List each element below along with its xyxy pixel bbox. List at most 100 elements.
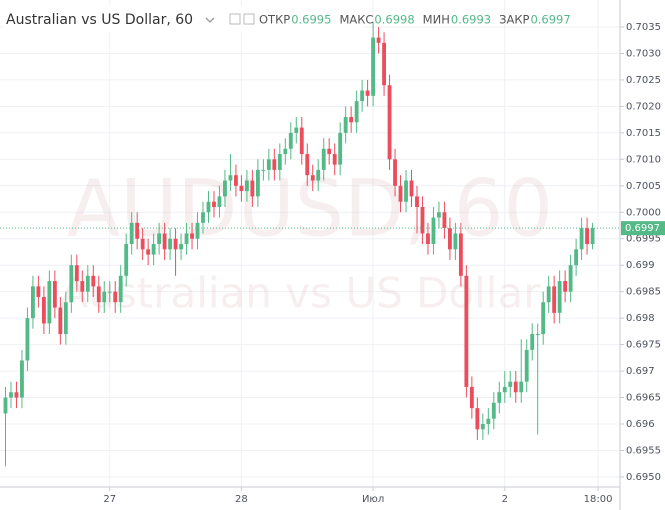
candle-body	[195, 222, 200, 239]
candle-body	[574, 249, 579, 266]
candle-body	[47, 281, 52, 324]
candle-body	[590, 228, 595, 245]
watermark-subtitle: Australian vs US Dollar	[60, 269, 542, 318]
candle-body	[464, 275, 469, 387]
candle-body	[201, 212, 205, 223]
candle-body	[168, 238, 173, 250]
candle-body	[332, 154, 337, 165]
candle-body	[453, 233, 458, 250]
candles	[0, 21, 620, 467]
y-tick-label: 0.7010	[626, 154, 661, 165]
ohlc-label: МАКС	[339, 13, 373, 27]
settings-icon[interactable]	[229, 13, 241, 25]
x-axis: 27 28 Июл 2 18:00	[103, 487, 612, 505]
price-label-bg	[621, 221, 665, 236]
candle-body	[146, 249, 151, 255]
y-tick-label: 0.7000	[626, 207, 661, 218]
price-label: 0.6997	[625, 223, 660, 234]
candle-body	[387, 85, 392, 160]
ohlc-value: 0.6997	[530, 13, 570, 27]
candle-body	[420, 206, 425, 234]
candle-body	[431, 217, 436, 245]
candle-body	[349, 116, 354, 123]
y-tick-label: 0.7015	[626, 128, 661, 139]
candle-body	[513, 381, 518, 393]
x-tick-label: 27	[103, 494, 116, 505]
candle-body	[179, 244, 183, 250]
x-tick-label: Июл	[362, 494, 384, 505]
candle-body	[255, 169, 260, 197]
hide-icon[interactable]	[243, 13, 255, 25]
candle-body	[305, 154, 310, 176]
candle-body	[393, 159, 397, 186]
candle-body	[272, 159, 277, 170]
y-tick-label: 0.6975	[626, 340, 661, 351]
candle-body	[535, 334, 540, 336]
ohlc-header: ОТКР 0.6995 МАКС 0.6998 МИН 0.6993 ЗАКР 0.6997	[259, 13, 571, 27]
candle-body	[85, 275, 90, 292]
candle-body	[491, 402, 496, 419]
candle-body	[217, 196, 222, 207]
y-tick-label: 0.7035	[626, 22, 661, 33]
candle-body	[354, 101, 359, 123]
candle-body	[74, 265, 79, 282]
candle-body	[244, 180, 249, 192]
candle-body	[212, 201, 216, 207]
y-tick-label: 0.697	[626, 366, 655, 377]
candle-body	[426, 233, 430, 245]
candle-body	[508, 381, 513, 387]
candle-body	[469, 386, 474, 409]
candle-body	[63, 302, 68, 335]
candle-body	[223, 180, 227, 197]
candle-body	[31, 286, 35, 319]
candle-body	[382, 42, 386, 86]
candle-body	[343, 116, 348, 133]
y-tick-label: 0.7005	[626, 181, 661, 192]
candle-body	[135, 222, 140, 239]
ohlc-label: МИН	[423, 13, 450, 27]
candle-body	[480, 424, 485, 430]
candle-body	[283, 148, 288, 155]
candle-body	[239, 185, 244, 192]
candle-body	[541, 302, 546, 335]
candle-body	[58, 307, 63, 335]
candle-body	[299, 127, 304, 155]
candle-body	[519, 381, 524, 393]
candle-body	[80, 281, 85, 292]
candle-body	[486, 418, 491, 425]
candle-body	[552, 286, 557, 313]
y-tick-label: 0.698	[626, 313, 655, 324]
candle-body	[316, 169, 321, 181]
candle-body	[327, 148, 332, 155]
candle-body	[234, 175, 238, 186]
watermark: AUDUSD, 60	[67, 164, 553, 254]
candle-body	[277, 154, 282, 170]
y-axis: 0.6950 0.6955 0.696 0.6965 0.697 0.6975 0.698 0…	[620, 22, 665, 483]
candle-body	[376, 37, 381, 43]
y-tick-label: 0.6955	[626, 445, 661, 456]
candle-body	[502, 386, 507, 393]
candle-body	[497, 392, 502, 403]
candle-body	[524, 349, 529, 382]
ohlc-label: ЗАКР	[499, 13, 529, 27]
candle-body	[9, 392, 13, 398]
candle-body	[310, 175, 315, 181]
candle-body	[91, 275, 96, 287]
candle-body	[371, 37, 376, 96]
candle-body	[113, 291, 118, 303]
dropdown-icon[interactable]	[205, 17, 215, 23]
x-tick-label: 18:00	[584, 494, 613, 505]
candle-body	[447, 228, 452, 250]
candle-body	[398, 185, 403, 202]
y-tick-label: 0.696	[626, 419, 655, 430]
candle-body	[568, 265, 573, 292]
candle-body	[25, 318, 30, 361]
candle-body	[190, 233, 194, 239]
candle-body	[118, 275, 123, 303]
y-tick-label: 0.7025	[626, 75, 661, 86]
chart-title: Australian vs US Dollar, 60	[6, 12, 193, 28]
candle-body	[546, 286, 551, 303]
candle-body	[36, 286, 41, 297]
